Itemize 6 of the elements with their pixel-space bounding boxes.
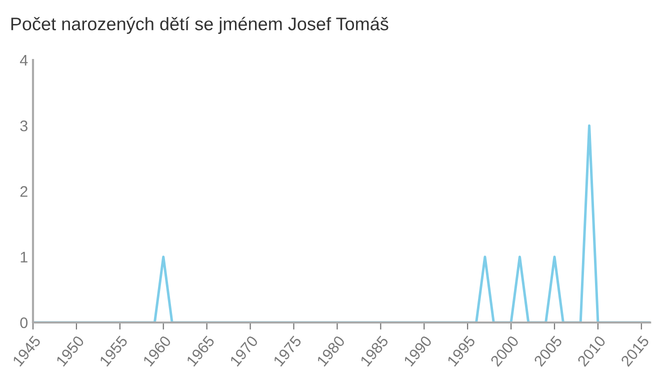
y-tick-label: 3 [20, 120, 28, 132]
chart-title: Počet narozených dětí se jménem Josef Tomáš [11, 16, 388, 34]
y-tick-label: 0 [20, 317, 28, 328]
y-tick-label: 4 [20, 55, 28, 66]
y-tick-label: 2 [20, 186, 28, 197]
y-tick-label: 1 [20, 252, 28, 262]
